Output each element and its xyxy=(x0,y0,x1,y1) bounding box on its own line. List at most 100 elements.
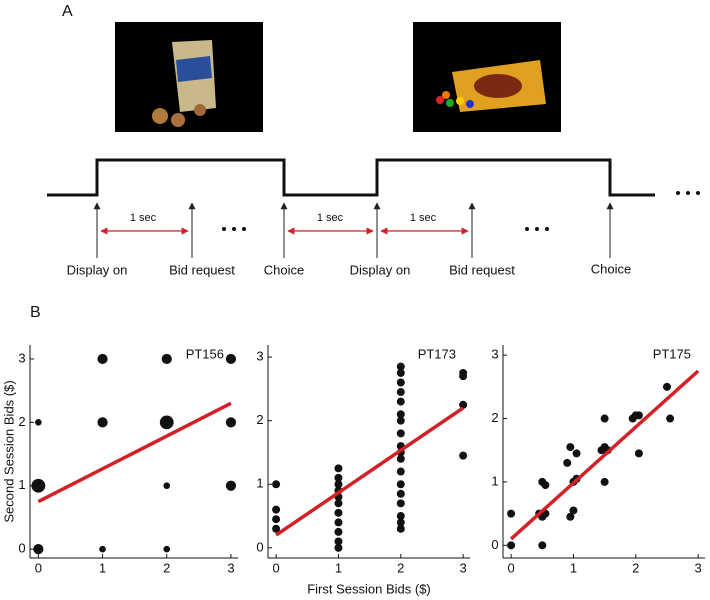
chart-title: PT156 xyxy=(186,346,224,361)
data-point xyxy=(396,368,405,377)
y-tick-label: 1 xyxy=(256,476,263,491)
interval-label: 1 sec xyxy=(317,212,344,224)
y-tick-label: 0 xyxy=(491,537,498,552)
x-tick-label: 3 xyxy=(460,560,467,575)
fit-line xyxy=(275,406,465,537)
data-point xyxy=(163,482,171,490)
data-point xyxy=(334,508,343,517)
data-point xyxy=(566,512,575,521)
data-point xyxy=(572,449,581,458)
data-point xyxy=(334,473,343,482)
interval-label: 1 sec xyxy=(130,212,157,224)
timing-trace xyxy=(47,158,655,197)
data-point xyxy=(334,537,343,546)
y-tick-label: 2 xyxy=(491,410,498,425)
data-point xyxy=(569,506,578,515)
y-tick-label: 3 xyxy=(491,347,498,362)
data-point xyxy=(334,543,343,552)
data-point xyxy=(396,416,405,425)
chart-title: PT173 xyxy=(418,346,456,361)
data-point xyxy=(334,499,343,508)
data-point xyxy=(272,524,281,533)
data-point xyxy=(459,400,468,409)
data-point xyxy=(600,477,609,486)
data-point xyxy=(396,489,405,498)
panel-label: A xyxy=(62,3,73,20)
y-tick-label: 3 xyxy=(256,349,263,364)
fit-line xyxy=(509,369,700,541)
data-point xyxy=(459,451,468,460)
data-point xyxy=(272,480,281,489)
x-tick-label: 0 xyxy=(507,560,514,575)
data-point xyxy=(225,417,237,428)
data-point xyxy=(396,518,405,527)
data-point xyxy=(538,541,547,550)
data-point xyxy=(272,505,281,514)
interval-label: 1 sec xyxy=(410,212,437,224)
data-point xyxy=(507,541,516,550)
stimulus-image xyxy=(115,22,263,132)
x-tick-label: 3 xyxy=(227,560,234,575)
data-point xyxy=(396,467,405,476)
data-point xyxy=(396,397,405,406)
x-tick-label: 1 xyxy=(335,560,342,575)
y-tick-label: 3 xyxy=(18,350,25,365)
data-point xyxy=(35,419,42,426)
data-point xyxy=(161,353,172,365)
data-point xyxy=(334,518,343,527)
y-tick-label: 1 xyxy=(18,477,25,492)
data-point xyxy=(159,415,174,430)
x-tick-label: 0 xyxy=(35,560,42,575)
data-point xyxy=(334,464,343,473)
data-point xyxy=(396,388,405,397)
data-point xyxy=(666,414,675,423)
x-tick-label: 3 xyxy=(695,560,702,575)
data-point xyxy=(396,480,405,489)
panel-label: B xyxy=(30,304,41,321)
data-point xyxy=(634,449,643,458)
data-point xyxy=(396,362,405,371)
y-tick-label: 0 xyxy=(256,539,263,554)
y-tick-label: 1 xyxy=(491,473,498,488)
x-tick-label: 2 xyxy=(163,560,170,575)
data-point xyxy=(563,458,572,467)
event-label: Bid request xyxy=(449,262,515,277)
data-point xyxy=(334,527,343,536)
event-label: Display on xyxy=(67,262,128,277)
y-tick-label: 0 xyxy=(18,541,25,556)
data-point xyxy=(459,368,468,377)
x-tick-label: 1 xyxy=(99,560,106,575)
y-tick-label: 2 xyxy=(18,414,25,429)
data-point xyxy=(97,353,108,365)
data-point xyxy=(33,544,44,555)
data-point xyxy=(396,378,405,387)
y-tick-label: 2 xyxy=(256,412,263,427)
ellipsis xyxy=(222,191,700,231)
data-point xyxy=(225,480,237,491)
x-tick-label: 1 xyxy=(570,560,577,575)
data-point xyxy=(662,382,671,391)
data-point xyxy=(597,446,606,455)
data-point xyxy=(163,545,171,553)
x-tick-label: 0 xyxy=(272,560,279,575)
data-point xyxy=(31,478,46,493)
event-label: Display on xyxy=(350,262,411,277)
data-point xyxy=(634,411,643,420)
data-point xyxy=(396,429,405,438)
data-point xyxy=(396,499,405,508)
x-axis-label: First Session Bids ($) xyxy=(307,581,431,596)
data-point xyxy=(507,509,516,518)
data-point xyxy=(334,480,343,489)
event-label: Choice xyxy=(264,262,304,277)
data-point xyxy=(396,410,405,419)
stimulus-image xyxy=(413,22,561,132)
x-tick-label: 2 xyxy=(632,560,639,575)
data-point xyxy=(97,417,108,428)
chart-title: PT175 xyxy=(653,346,691,361)
event-label: Bid request xyxy=(169,262,235,277)
data-point xyxy=(396,524,405,533)
data-point xyxy=(600,414,609,423)
data-point xyxy=(566,443,575,452)
